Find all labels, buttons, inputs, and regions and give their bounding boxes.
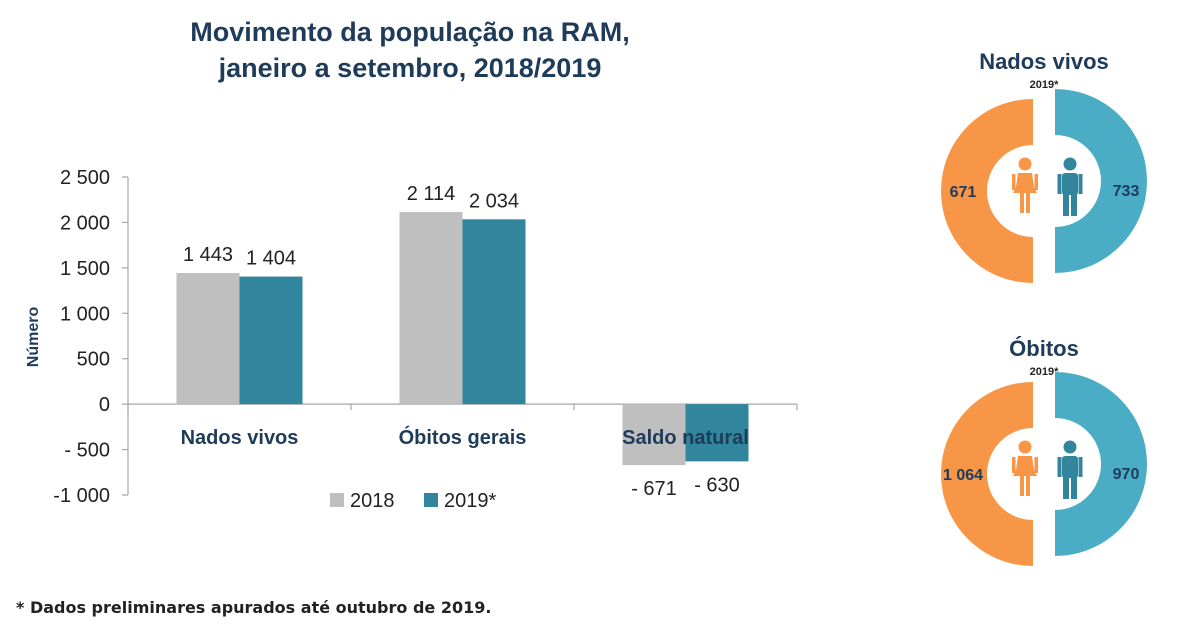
y-tick-label: 2 500: [60, 167, 110, 189]
donut-slice-female: [941, 382, 1033, 566]
bar-2019-2: [685, 404, 749, 462]
male-person-icon: [1057, 440, 1083, 499]
female-person-icon: [1012, 440, 1038, 496]
data-label: 2 034: [469, 190, 519, 212]
category-label: Saldo natural: [622, 427, 749, 449]
donut-subtitle: 2019*: [1030, 79, 1059, 91]
y-tick-label: 2 000: [60, 212, 110, 234]
legend-swatch: [424, 493, 438, 507]
legend-label: 2018: [350, 490, 395, 512]
donut-1: Nados vivos 2019* 671 733: [941, 49, 1147, 283]
data-label: - 671: [631, 478, 677, 500]
donut-label-female: 671: [950, 184, 977, 201]
donut-slice-female: [941, 99, 1033, 283]
donut-charts: Nados vivos 2019* 671 733 Óbitos 2019* 1 064 97…: [941, 49, 1147, 566]
donut-slice-male: [1055, 372, 1147, 556]
chart-axes: 2 500 2 000 1 500 1 000 500 0 - 500 -1 000 Númer…: [25, 167, 798, 507]
donut-label-male: 970: [1113, 466, 1140, 483]
category-label: Óbitos gerais: [399, 425, 527, 449]
y-tick-label: 0: [99, 394, 110, 416]
donut-label-female: 1 064: [943, 467, 983, 484]
chart-bars: 1 443 1 404 Nados vivos 2 114 2 034 Óbitos ge…: [176, 183, 749, 512]
y-tick-label: - 500: [64, 440, 110, 462]
bar-2018-2: [622, 404, 686, 466]
footnote: * Dados preliminares apurados até outubr…: [16, 598, 492, 617]
bar-2018-0: [176, 273, 240, 405]
chart-title-line-1: Movimento da população na RAM,: [190, 17, 630, 47]
donut-subtitle: 2019*: [1030, 366, 1059, 378]
data-label: 1 404: [246, 248, 296, 270]
bar-2018-1: [399, 212, 463, 405]
data-label: 1 443: [183, 244, 233, 266]
chart-title: Movimento da população na RAM, janeiro a…: [120, 14, 700, 86]
male-person-icon: [1057, 157, 1083, 216]
legend-swatch: [330, 493, 344, 507]
female-person-icon: [1012, 157, 1038, 213]
legend-label: 2019*: [444, 490, 496, 512]
donut-title: Óbitos: [1009, 336, 1079, 361]
category-label: Nados vivos: [181, 427, 299, 449]
donut-label-male: 733: [1113, 183, 1140, 200]
data-label: 2 114: [407, 183, 456, 205]
y-tick-label: -1 000: [53, 485, 110, 507]
y-tick-label: 1 500: [60, 258, 110, 280]
data-label: - 630: [694, 474, 740, 496]
bar-2019-0: [239, 276, 303, 405]
y-axis-label: Número: [25, 307, 42, 368]
donut-slice-male: [1055, 89, 1147, 273]
donut-title: Nados vivos: [979, 49, 1109, 74]
bar-2019-1: [462, 219, 526, 405]
chart-title-line-2: janeiro a setembro, 2018/2019: [218, 53, 602, 83]
y-tick-label: 500: [77, 349, 110, 371]
donut-2: Óbitos 2019* 1 064 970: [941, 336, 1147, 566]
y-tick-label: 1 000: [60, 303, 110, 325]
